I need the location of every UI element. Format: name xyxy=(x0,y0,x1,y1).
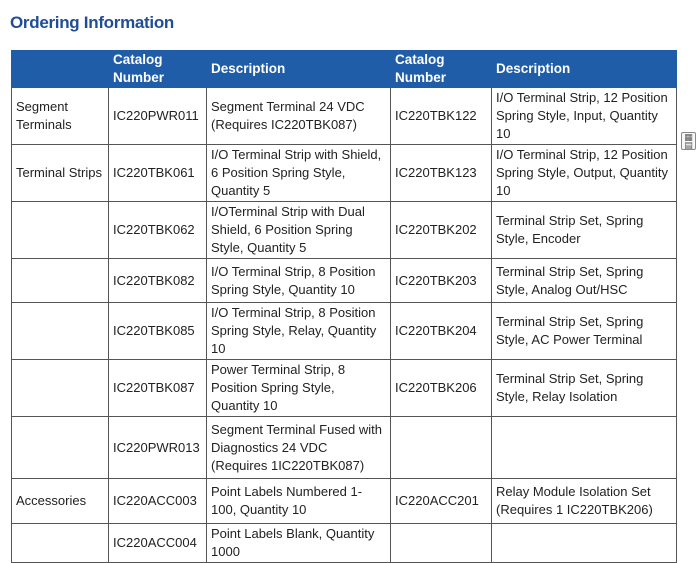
table-row: IC220TBK085 I/O Terminal Strip, 8 Positi… xyxy=(11,302,677,360)
catalog-number-cell: IC220TBK087 xyxy=(108,359,207,417)
catalog-number-cell: IC220TBK206 xyxy=(390,359,492,417)
description-cell: Point Labels Blank, Quantity 1000 xyxy=(206,523,391,563)
ordering-table: Catalog Number Description Catalog Numbe… xyxy=(11,50,677,563)
catalog-number-cell: IC220ACC004 xyxy=(108,523,207,563)
catalog-number-cell: IC220TBK061 xyxy=(108,144,207,202)
catalog-number-cell xyxy=(390,523,492,563)
catalog-number-cell: IC220PWR013 xyxy=(108,416,207,479)
catalog-number-cell: IC220TBK082 xyxy=(108,258,207,303)
table-row: Accessories IC220ACC003 Point Labels Num… xyxy=(11,478,677,524)
header-catalog-number-2: Catalog Number xyxy=(390,50,492,88)
table-header-row: Catalog Number Description Catalog Numbe… xyxy=(11,50,677,88)
table-row: IC220TBK082 I/O Terminal Strip, 8 Positi… xyxy=(11,258,677,303)
table-row: Terminal Strips IC220TBK061 I/O Terminal… xyxy=(11,144,677,202)
catalog-number-cell: IC220TBK204 xyxy=(390,302,492,360)
description-cell: Segment Terminal Fused with Diagnostics … xyxy=(206,416,391,479)
description-cell xyxy=(491,416,677,479)
description-cell: I/O Terminal Strip, 8 Position Spring St… xyxy=(206,302,391,360)
description-cell: I/OTerminal Strip with Dual Shield, 6 Po… xyxy=(206,201,391,259)
header-group xyxy=(11,50,109,88)
group-cell xyxy=(11,359,109,417)
page-title: Ordering Information xyxy=(10,13,175,32)
catalog-number-cell: IC220TBK062 xyxy=(108,201,207,259)
group-cell xyxy=(11,302,109,360)
description-cell: Terminal Strip Set, Spring Style, Encode… xyxy=(491,201,677,259)
catalog-number-cell: IC220TBK202 xyxy=(390,201,492,259)
description-cell: Terminal Strip Set, Spring Style, AC Pow… xyxy=(491,302,677,360)
catalog-number-cell: IC220TBK122 xyxy=(390,87,492,145)
description-cell: I/O Terminal Strip, 12 Position Spring S… xyxy=(491,87,677,145)
group-cell: Segment Terminals xyxy=(11,87,109,145)
catalog-number-cell: IC220ACC003 xyxy=(108,478,207,524)
catalog-number-cell xyxy=(390,416,492,479)
description-cell: Terminal Strip Set, Spring Style, Analog… xyxy=(491,258,677,303)
catalog-number-cell: IC220ACC201 xyxy=(390,478,492,524)
catalog-number-cell: IC220PWR011 xyxy=(108,87,207,145)
description-cell: Power Terminal Strip, 8 Position Spring … xyxy=(206,359,391,417)
description-cell: Relay Module Isolation Set (Requires 1 I… xyxy=(491,478,677,524)
description-cell xyxy=(491,523,677,563)
table-row: Segment Terminals IC220PWR011 Segment Te… xyxy=(11,87,677,145)
description-cell: Point Labels Numbered 1-100, Quantity 10 xyxy=(206,478,391,524)
description-cell: I/O Terminal Strip, 8 Position Spring St… xyxy=(206,258,391,303)
header-description-2: Description xyxy=(491,50,677,88)
group-cell: Accessories xyxy=(11,478,109,524)
description-cell: I/O Terminal Strip, 12 Position Spring S… xyxy=(491,144,677,202)
catalog-number-cell: IC220TBK203 xyxy=(390,258,492,303)
description-cell: Terminal Strip Set, Spring Style, Relay … xyxy=(491,359,677,417)
group-cell xyxy=(11,258,109,303)
description-cell: Segment Terminal 24 VDC (Requires IC220T… xyxy=(206,87,391,145)
grid-icon[interactable]: ▦ ▤ xyxy=(681,132,696,150)
group-cell xyxy=(11,523,109,563)
table-row: IC220TBK087 Power Terminal Strip, 8 Posi… xyxy=(11,359,677,417)
table-row: IC220PWR013 Segment Terminal Fused with … xyxy=(11,416,677,479)
table-row: IC220TBK062 I/OTerminal Strip with Dual … xyxy=(11,201,677,259)
description-cell: I/O Terminal Strip with Shield, 6 Positi… xyxy=(206,144,391,202)
catalog-number-cell: IC220TBK123 xyxy=(390,144,492,202)
header-description: Description xyxy=(206,50,391,88)
group-cell xyxy=(11,416,109,479)
group-cell xyxy=(11,201,109,259)
group-cell: Terminal Strips xyxy=(11,144,109,202)
header-catalog-number: Catalog Number xyxy=(108,50,207,88)
catalog-number-cell: IC220TBK085 xyxy=(108,302,207,360)
table-row: IC220ACC004 Point Labels Blank, Quantity… xyxy=(11,523,677,563)
